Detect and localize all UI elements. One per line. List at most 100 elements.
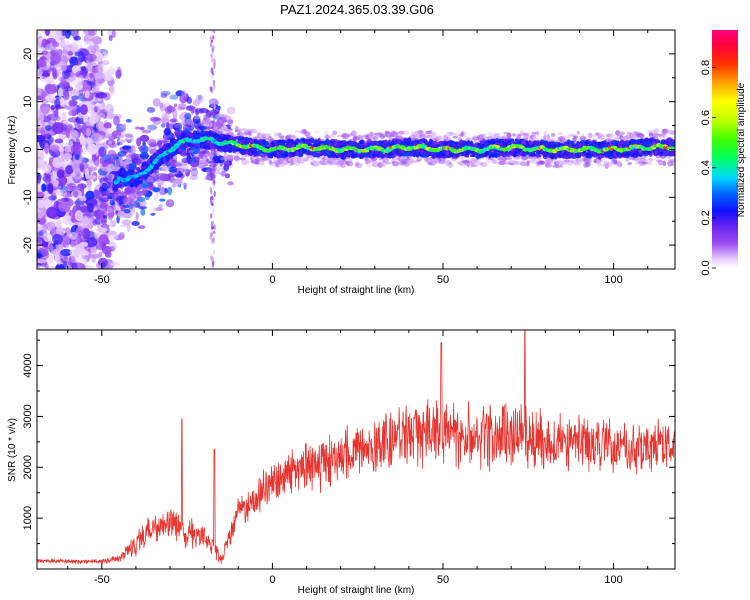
heatmap-cell [50,249,60,256]
heatmap-cell [176,124,183,132]
heatmap-cell [124,187,133,195]
heatmap-cell [210,75,214,80]
heatmap-cell [37,88,42,96]
heatmap-cell [49,244,54,251]
heatmap-cell [204,176,210,181]
heatmap-cell [566,136,572,140]
heatmap-cell [197,151,207,155]
heatmap-cell [204,153,208,161]
heatmap-cell [71,30,77,37]
heatmap-cell [122,145,132,150]
heatmap-cell [210,231,213,237]
heatmap-cell [80,205,89,213]
heatmap-cell [180,182,189,186]
heatmap-cell [37,222,43,233]
heatmap-cell [87,30,98,37]
heatmap-cell [225,128,232,133]
heatmap-cell [210,189,213,195]
heatmap-cell [37,258,47,264]
heatmap-cell [618,161,623,168]
heatmap-cell [89,113,100,124]
heatmap-cell [37,243,41,251]
heatmap-cell [190,168,199,177]
heatmap-cell [109,85,115,94]
heatmap-cell [211,58,214,63]
heatmap-cell [37,172,42,181]
heatmap-cell [209,213,213,219]
heatmap-cell [110,262,120,267]
heatmap-cell [133,157,142,166]
heatmap-cell [449,164,455,167]
heatmap-cell [341,133,350,139]
heatmap-cell [65,182,77,191]
heatmap-cell [62,260,67,269]
heatmap-cell [192,115,201,125]
heatmap-cell [662,160,666,167]
heatmap-cell [184,113,192,120]
heatmap-cell [539,160,546,165]
heatmap-cell [190,158,195,163]
heatmap-cell [107,230,117,236]
heatmap-cell [152,207,160,212]
heatmap-cell [212,237,215,243]
heatmap-cell [109,199,113,203]
heatmap-cell [79,163,85,173]
heatmap-cell [213,58,216,66]
heatmap-cell [75,70,86,78]
heatmap-cell [620,131,625,135]
heatmap-cell [79,241,89,247]
heatmap-cell [101,160,108,168]
heatmap-cell [213,103,216,110]
heatmap-cell [179,164,189,174]
heatmap-cell [185,169,190,177]
heatmap-cell [491,159,498,164]
heatmap-cell [108,142,117,149]
heatmap-cell [58,201,70,212]
heatmap-cell [150,212,156,216]
heatmap-cell [77,75,85,85]
heatmap-cell [117,210,127,219]
heatmap-cell [160,93,165,98]
heatmap-cell [189,126,194,132]
heatmap-cell [111,30,116,38]
heatmap-cell [167,186,173,196]
heatmap-cell [313,130,320,134]
heatmap-cell [60,64,67,72]
heatmap-cell [144,193,150,201]
heatmap-cell [106,157,116,165]
heatmap-cell [62,229,67,234]
heatmap-cell [369,131,374,138]
heatmap-cell [97,63,105,75]
heatmap-cell [78,48,90,57]
heatmap-cell [66,106,78,111]
heatmap-cell [479,133,486,137]
heatmap-cell [95,92,108,99]
heatmap-cell [175,160,185,168]
heatmap-cell [50,192,57,201]
heatmap-cell [174,179,183,185]
heatmap-cell [37,152,46,162]
heatmap-cell [87,105,94,115]
heatmap-cell [348,162,355,166]
heatmap-cell [535,130,540,137]
heatmap-cell [210,201,213,206]
heatmap-cell [64,86,74,92]
heatmap-cell [281,135,286,138]
heatmap-cell [65,128,70,139]
heatmap-cell [436,135,443,141]
heatmap-cell [210,109,218,116]
heatmap-cell [70,143,81,155]
heatmap-cell [61,111,67,120]
heatmap-cell [156,175,160,179]
heatmap-cell [100,223,110,228]
heatmap-cell [75,83,84,91]
heatmap-cell [118,139,126,144]
heatmap-cell [224,173,230,179]
heatmap-cell [130,145,136,154]
heatmap-cell [54,179,59,186]
heatmap-cell [366,162,372,168]
heatmap-cell [158,204,163,208]
heatmap-cell [104,143,108,152]
heatmap-cell [171,117,178,123]
heatmap-cell [165,102,170,107]
